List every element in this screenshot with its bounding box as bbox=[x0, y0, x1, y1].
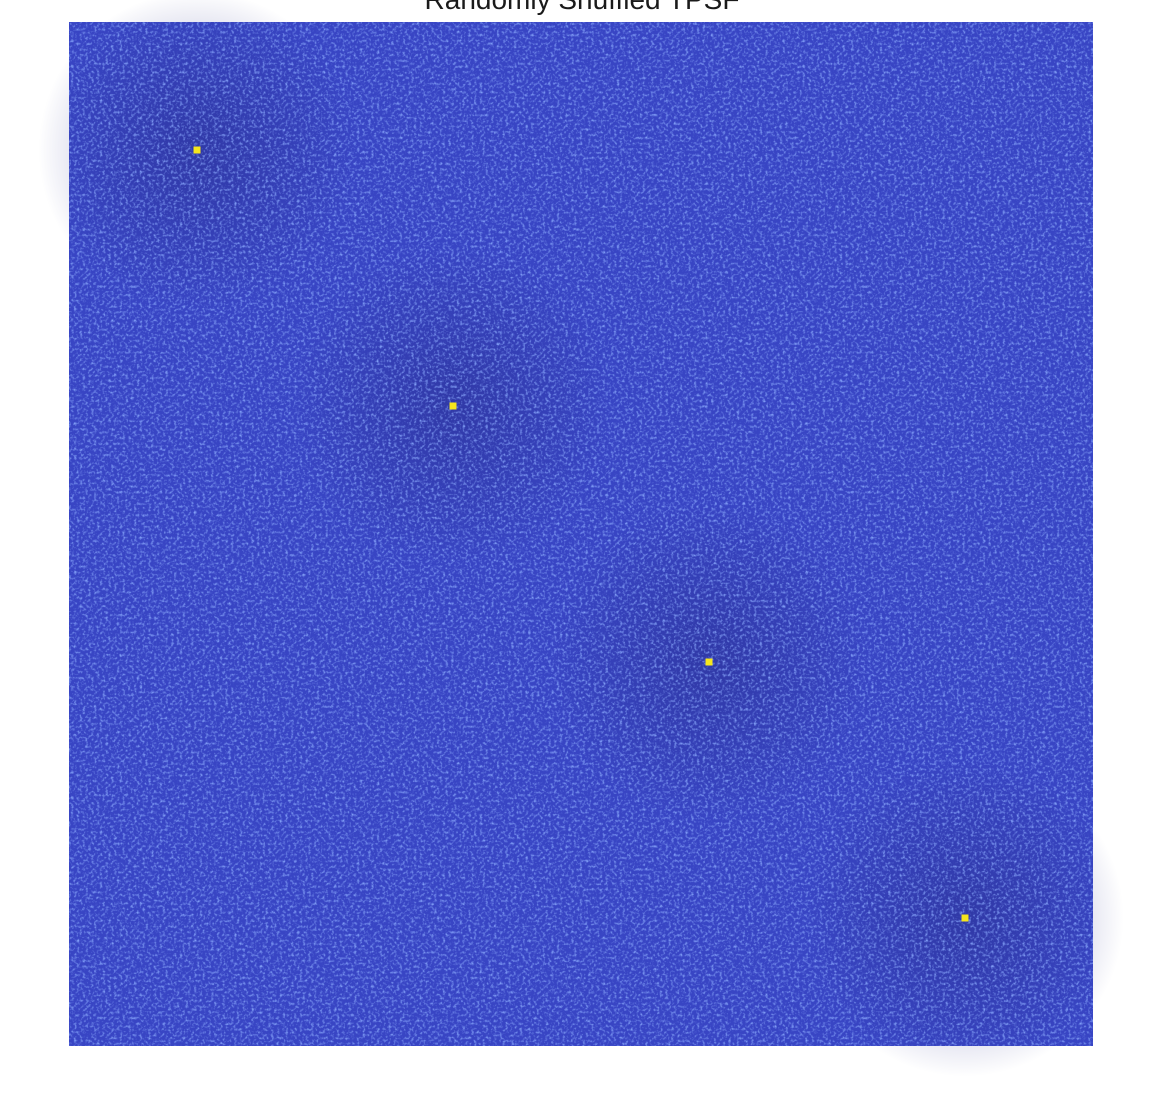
peak-cells bbox=[193, 146, 969, 922]
heatmap-speckle-texture bbox=[69, 22, 1093, 1046]
peak-cell-4 bbox=[961, 914, 969, 922]
peak-cell-1 bbox=[193, 146, 201, 154]
chart-title: Randomly Shuffled TPSF bbox=[0, 0, 1164, 14]
peak-cell-3 bbox=[705, 658, 713, 666]
peak-cell-2 bbox=[449, 402, 457, 410]
